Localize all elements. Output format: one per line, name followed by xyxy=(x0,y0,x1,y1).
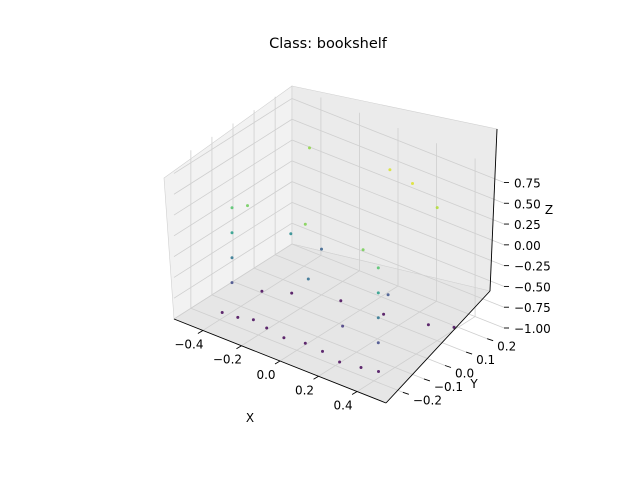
scatter-point xyxy=(320,247,323,251)
grid-line-z-side xyxy=(173,98,293,174)
scatter-point xyxy=(230,256,234,260)
scatter-point xyxy=(376,316,380,320)
z-tick-label: 0.50 xyxy=(514,197,541,211)
x-tick xyxy=(351,391,358,395)
scatter-point xyxy=(308,146,311,150)
scatter-point xyxy=(303,341,307,345)
scatter-point xyxy=(230,231,234,235)
x-tick xyxy=(313,375,319,380)
scatter-point xyxy=(388,168,392,172)
scatter-point xyxy=(452,325,456,329)
x-tick-label: 0.0 xyxy=(256,368,275,382)
grid-line-y-floor xyxy=(190,307,404,393)
scatter-point xyxy=(236,315,240,319)
z-axis-label: Z xyxy=(545,203,553,217)
y-tick xyxy=(423,378,431,382)
z-tick-label: 0.75 xyxy=(514,176,541,190)
grid-line-z-back xyxy=(291,202,505,287)
scatter-point xyxy=(376,291,380,295)
z-axis-line xyxy=(489,128,498,292)
pane-group xyxy=(163,85,498,404)
x-tick xyxy=(274,360,281,365)
y-axis-line xyxy=(385,290,491,404)
y-tick xyxy=(465,351,473,355)
chart-title: Class: bookshelf xyxy=(269,36,388,52)
grid-line-z-back xyxy=(291,118,505,204)
scatter-point xyxy=(321,349,324,353)
grid-layer xyxy=(173,96,505,393)
x-tick-label: 0.4 xyxy=(334,399,353,413)
z-tick-label: −0.50 xyxy=(514,280,551,294)
grid-line-y-floor xyxy=(274,254,488,340)
y-tick-label: −0.1 xyxy=(434,380,463,394)
scatter-point xyxy=(282,336,286,340)
scatter-point xyxy=(386,293,390,297)
x-tick xyxy=(236,345,242,350)
grid-line-z-side xyxy=(173,181,293,257)
grid-line-z-back xyxy=(291,222,505,308)
scatter-point xyxy=(435,206,439,210)
scatter-point xyxy=(230,206,234,210)
grid-line-z-back xyxy=(291,181,505,267)
grid-line-y-floor xyxy=(253,267,467,353)
grid-line-z-side xyxy=(173,160,293,237)
tick-labels-layer: −0.4−0.20.00.20.4 −0.2−0.10.00.10.2−1.00−… xyxy=(174,176,550,412)
x-tick-label: −0.2 xyxy=(213,353,242,367)
scatter-point xyxy=(377,370,380,373)
scatter-point xyxy=(338,360,342,364)
grid-line-z-back xyxy=(291,98,505,183)
scatter-point xyxy=(359,366,363,369)
scatter-point xyxy=(265,326,269,330)
z-tick-label: −0.25 xyxy=(514,260,551,274)
axes-layer xyxy=(173,128,509,404)
z-tick-label: 0.25 xyxy=(514,218,541,232)
grid-line-z-side xyxy=(173,139,293,216)
scatter-point xyxy=(382,312,386,316)
scatter-point xyxy=(230,281,234,285)
scatter-point xyxy=(289,232,293,236)
y-tick-label: 0.1 xyxy=(476,353,495,367)
scatter-point xyxy=(426,323,430,327)
scatter-point xyxy=(303,222,307,226)
z-tick-label: −1.00 xyxy=(514,322,551,336)
y-tick xyxy=(487,338,494,342)
scatter-point xyxy=(306,277,310,281)
scatter-point xyxy=(260,289,264,293)
y-axis-label: Y xyxy=(469,377,478,391)
scatter-point xyxy=(246,204,249,208)
scatter-point xyxy=(411,182,414,185)
x-tick-label: 0.2 xyxy=(295,383,314,397)
points-layer xyxy=(220,146,456,373)
y-tick-label: 0.0 xyxy=(455,367,474,381)
x-tick-label: −0.4 xyxy=(174,337,203,351)
y-tick-label: 0.2 xyxy=(497,340,516,354)
scatter-point xyxy=(339,299,343,303)
scatter-point xyxy=(361,248,365,252)
grid-line-y-floor xyxy=(232,281,446,366)
grid-line-z-back xyxy=(291,139,505,225)
grid-line-z-side xyxy=(173,118,293,195)
y-tick xyxy=(402,391,409,395)
scatter-point xyxy=(251,318,255,322)
grid-line-z-side xyxy=(173,222,293,299)
y-tick xyxy=(444,365,452,368)
z-tick-label: −0.75 xyxy=(514,301,551,315)
scatter-point xyxy=(220,311,224,314)
y-tick-label: −0.2 xyxy=(413,393,442,407)
scatter-point xyxy=(376,341,380,345)
grid-line-z-back xyxy=(291,160,505,246)
z-tick-label: 0.00 xyxy=(514,239,541,253)
scatter-point xyxy=(341,324,345,328)
scatter-point xyxy=(290,291,294,295)
grid-line-z-side xyxy=(173,202,293,278)
x-tick xyxy=(197,330,204,334)
scatter-point xyxy=(376,266,380,270)
grid-line-y-floor xyxy=(211,294,425,380)
x-axis-label: X xyxy=(246,411,254,425)
